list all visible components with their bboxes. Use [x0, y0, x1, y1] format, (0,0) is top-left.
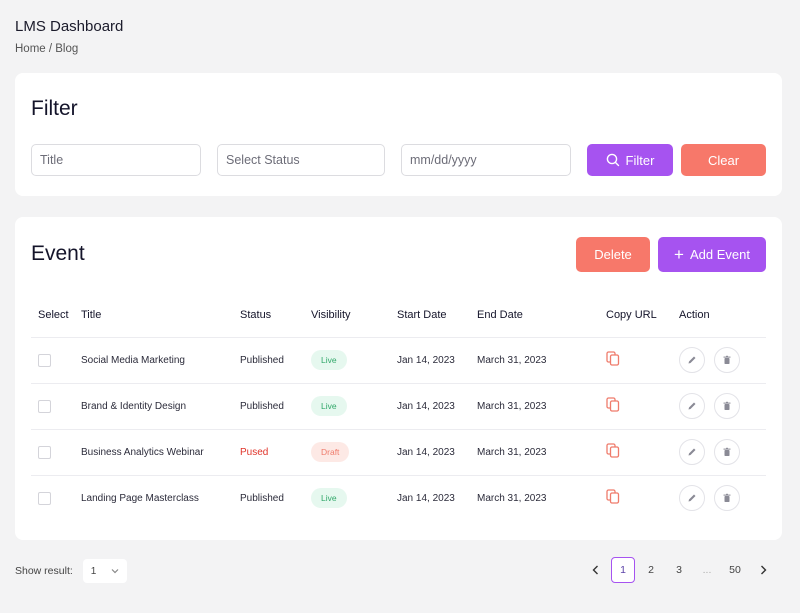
page-button-2[interactable]: 2	[648, 564, 654, 576]
app-title: LMS Dashboard	[15, 18, 124, 35]
row-end-date: March 31, 2023	[477, 383, 606, 430]
edit-button[interactable]	[679, 439, 705, 465]
row-status: Pused	[240, 429, 311, 476]
copy-url-icon[interactable]	[606, 489, 620, 507]
column-header: Start Date	[397, 293, 477, 338]
delete-button[interactable]: Delete	[576, 237, 650, 272]
plus-icon: +	[674, 245, 684, 264]
table-row: Business Analytics Webinar Pused Draft J…	[31, 429, 766, 476]
chevron-left-icon	[592, 565, 598, 575]
column-header: Title	[81, 293, 240, 338]
page-button-1[interactable]: 1	[611, 557, 635, 583]
copy-url-icon[interactable]	[606, 351, 620, 369]
row-start-date: Jan 14, 2023	[397, 337, 477, 384]
trash-icon	[723, 494, 731, 503]
table-row: Brand & Identity Design Published Live J…	[31, 383, 766, 430]
filter-button-label: Filter	[625, 152, 655, 168]
chevron-down-icon	[111, 569, 119, 574]
next-page-button[interactable]	[751, 557, 775, 583]
show-result-label: Show result:	[15, 565, 73, 577]
trash-icon	[723, 401, 731, 410]
title-input[interactable]: Title	[31, 144, 201, 176]
table-header-row: Select Title Status Visibility Start Dat…	[31, 293, 766, 338]
row-title: Business Analytics Webinar	[81, 429, 240, 476]
date-input[interactable]: mm/dd/yyyy	[401, 144, 571, 176]
delete-row-button[interactable]	[713, 347, 740, 373]
chevron-right-icon	[760, 565, 766, 575]
pencil-icon	[688, 448, 696, 456]
events-table: Select Title Status Visibility Start Dat…	[31, 293, 766, 521]
column-header: Status	[240, 293, 311, 338]
trash-icon	[723, 355, 731, 364]
row-start-date: Jan 14, 2023	[397, 383, 477, 430]
table-row: Social Media Marketing Published Live Ja…	[31, 337, 766, 384]
row-checkbox[interactable]	[38, 445, 51, 459]
add-event-label: Add Event	[689, 247, 750, 262]
filter-title: Filter	[31, 97, 78, 120]
breadcrumb[interactable]: Home / Blog	[15, 43, 79, 55]
row-title: Landing Page Masterclass	[81, 492, 199, 504]
row-status: Published	[240, 492, 284, 504]
column-header: End Date	[477, 293, 606, 338]
event-title: Event	[31, 242, 85, 265]
copy-url-icon[interactable]	[606, 397, 620, 415]
delete-row-button[interactable]	[713, 485, 740, 512]
trash-icon	[723, 447, 731, 456]
column-header: Copy URL	[606, 293, 679, 338]
row-title: Brand & Identity Design	[81, 383, 240, 430]
search-icon	[606, 153, 619, 167]
page-size-select[interactable]: 1	[82, 559, 127, 583]
page-button-50[interactable]: 50	[729, 564, 741, 576]
status-select[interactable]: Select Status	[217, 144, 385, 176]
filter-card: Filter Title Select Status mm/dd/yyyy Fi…	[15, 73, 782, 196]
add-event-button[interactable]: + Add Event	[658, 237, 766, 272]
row-title: Social Media Marketing	[81, 337, 240, 384]
pencil-icon	[688, 494, 696, 502]
page-header: LMS Dashboard Home / Blog	[15, 18, 123, 55]
show-result-control: Show result: 1	[15, 559, 127, 583]
pencil-icon	[688, 402, 696, 410]
row-checkbox[interactable]	[38, 353, 51, 367]
pagination-ellipsis: ...	[702, 564, 712, 576]
column-header: Action	[679, 293, 766, 338]
pencil-icon	[688, 356, 696, 364]
row-end-date: March 31, 2023	[477, 337, 606, 384]
copy-url-icon[interactable]	[606, 443, 620, 461]
page-size-value: 1	[90, 565, 97, 577]
row-status: Published	[240, 337, 311, 384]
row-status: Published	[240, 383, 311, 430]
previous-page-button[interactable]	[583, 557, 607, 583]
row-end-date: March 31, 2023	[477, 492, 547, 504]
visibility-badge: Draft	[311, 442, 350, 462]
delete-row-button[interactable]	[713, 393, 740, 419]
column-header: Select	[31, 293, 81, 338]
filter-button[interactable]: Filter	[587, 144, 673, 176]
pagination: 1 2 3 ... 50	[583, 557, 775, 583]
row-checkbox[interactable]	[38, 399, 51, 413]
event-card: Event Delete + Add Event Select Title St…	[15, 217, 782, 540]
edit-button[interactable]	[679, 393, 705, 419]
visibility-badge: Live	[311, 488, 347, 509]
row-start-date: Jan 14, 2023	[397, 429, 477, 476]
edit-button[interactable]	[679, 485, 705, 512]
delete-row-button[interactable]	[713, 439, 740, 465]
row-checkbox[interactable]	[38, 491, 51, 505]
edit-button[interactable]	[679, 347, 705, 373]
row-start-date: Jan 14, 2023	[397, 492, 455, 504]
visibility-badge: Live	[311, 350, 347, 370]
row-end-date: March 31, 2023	[477, 429, 606, 476]
clear-button[interactable]: Clear	[681, 144, 766, 176]
table-row: Landing Page Masterclass Published Live …	[31, 475, 766, 521]
visibility-badge: Live	[311, 396, 347, 416]
column-header: Visibility	[311, 293, 397, 338]
page-button-3[interactable]: 3	[676, 564, 682, 576]
